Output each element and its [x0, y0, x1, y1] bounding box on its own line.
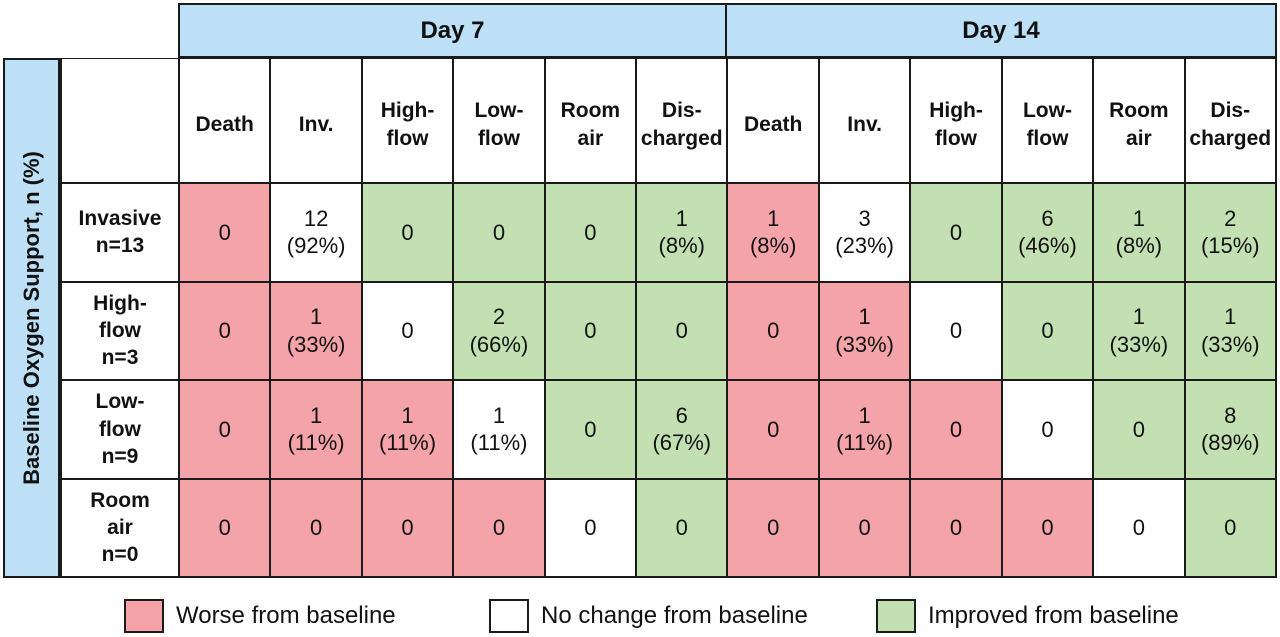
table-cell: 6 (46%): [1002, 184, 1095, 283]
side-label-box: Baseline Oxygen Support, n (%): [3, 58, 60, 578]
legend-label-improved: Improved from baseline: [928, 602, 1179, 629]
table-cell: 0: [362, 479, 455, 578]
day-7-header: Day 7: [178, 3, 727, 58]
table-cell: 3 (23%): [819, 184, 912, 283]
legend-swatch-improved: [876, 599, 916, 633]
row-header-3: Room air n=0: [62, 479, 180, 578]
table-cell: 1 (11%): [454, 381, 546, 480]
outcome-table: Death Inv. High- flow Low- flow Room air Dis-…: [60, 58, 1277, 578]
table-cell: 0: [1094, 381, 1186, 480]
table-cell: 1 (11%): [362, 381, 455, 480]
column-header-day7-1: Inv.: [271, 59, 363, 184]
table-cell: 0: [728, 282, 820, 381]
row-header-1: High- flow n=3: [62, 282, 180, 381]
table-cell: 1 (11%): [819, 381, 912, 480]
table-cell: 1 (11%): [271, 381, 363, 480]
table-cell: 1 (8%): [728, 184, 820, 283]
table-cell: 0: [362, 184, 455, 283]
legend-no-change: No change from baseline: [489, 598, 808, 634]
legend-swatch-no-change: [489, 599, 529, 633]
table-cell: 0: [728, 479, 820, 578]
table-cell: 1 (8%): [1094, 184, 1186, 283]
table-cell: 0: [911, 479, 1003, 578]
table-cell: 0: [911, 381, 1003, 480]
table-cell: 2 (15%): [1185, 184, 1277, 283]
column-header-day14-4: Room air: [1094, 59, 1186, 184]
table-cell: 8 (89%): [1185, 381, 1277, 480]
legend-improved: Improved from baseline: [876, 598, 1179, 634]
legend-label-no-change: No change from baseline: [541, 602, 808, 629]
table-cell: 1 (8%): [637, 184, 729, 283]
column-header-day14-0: Death: [728, 59, 820, 184]
legend-swatch-worse: [124, 599, 164, 633]
column-header-day7-3: Low- flow: [454, 59, 546, 184]
table-cell: 0: [819, 479, 912, 578]
table-cell: 0: [454, 184, 546, 283]
table-cell: 0: [362, 282, 455, 381]
row-header-2: Low- flow n=9: [62, 381, 180, 480]
column-header-day14-2: High- flow: [911, 59, 1003, 184]
table-cell: 0: [271, 479, 363, 578]
column-header-day7-4: Room air: [545, 59, 638, 184]
table-cell: 1 (33%): [271, 282, 363, 381]
column-header-day7-2: High- flow: [362, 59, 455, 184]
column-header-day7-5: Dis- charged: [637, 59, 729, 184]
table-corner: [62, 59, 180, 184]
table-cell: 0: [545, 282, 638, 381]
table-cell: 12 (92%): [271, 184, 363, 283]
table-cell: 0: [545, 381, 638, 480]
table-cell: 1 (33%): [1094, 282, 1186, 381]
table-cell: 0: [545, 479, 638, 578]
table-cell: 1 (33%): [819, 282, 912, 381]
column-header-day7-0: Death: [180, 59, 272, 184]
day-14-header: Day 14: [725, 3, 1277, 58]
table-cell: 0: [637, 479, 729, 578]
table-cell: 0: [1002, 479, 1095, 578]
table-cell: 0: [1002, 282, 1095, 381]
table-cell: 0: [728, 381, 820, 480]
table-cell: 0: [454, 479, 546, 578]
table-cell: 0: [1002, 381, 1095, 480]
row-header-0: Invasive n=13: [62, 184, 180, 283]
table-cell: 0: [180, 381, 272, 480]
table-cell: 0: [911, 282, 1003, 381]
column-header-day14-3: Low- flow: [1002, 59, 1095, 184]
legend-label-worse: Worse from baseline: [176, 602, 396, 629]
table-cell: 0: [180, 479, 272, 578]
table-cell: 0: [1185, 479, 1277, 578]
table-cell: 0: [1094, 479, 1186, 578]
table-cell: 2 (66%): [454, 282, 546, 381]
table-cell: 0: [180, 282, 272, 381]
table-cell: 6 (67%): [637, 381, 729, 480]
column-header-day14-1: Inv.: [819, 59, 912, 184]
baseline-oxygen-support-label: Baseline Oxygen Support, n (%): [18, 151, 44, 485]
table-cell: 0: [180, 184, 272, 283]
column-header-day14-5: Dis- charged: [1185, 59, 1277, 184]
table-cell: 0: [911, 184, 1003, 283]
table-cell: 0: [545, 184, 638, 283]
legend-worse: Worse from baseline: [124, 598, 396, 634]
table-cell: 0: [637, 282, 729, 381]
table-cell: 1 (33%): [1185, 282, 1277, 381]
